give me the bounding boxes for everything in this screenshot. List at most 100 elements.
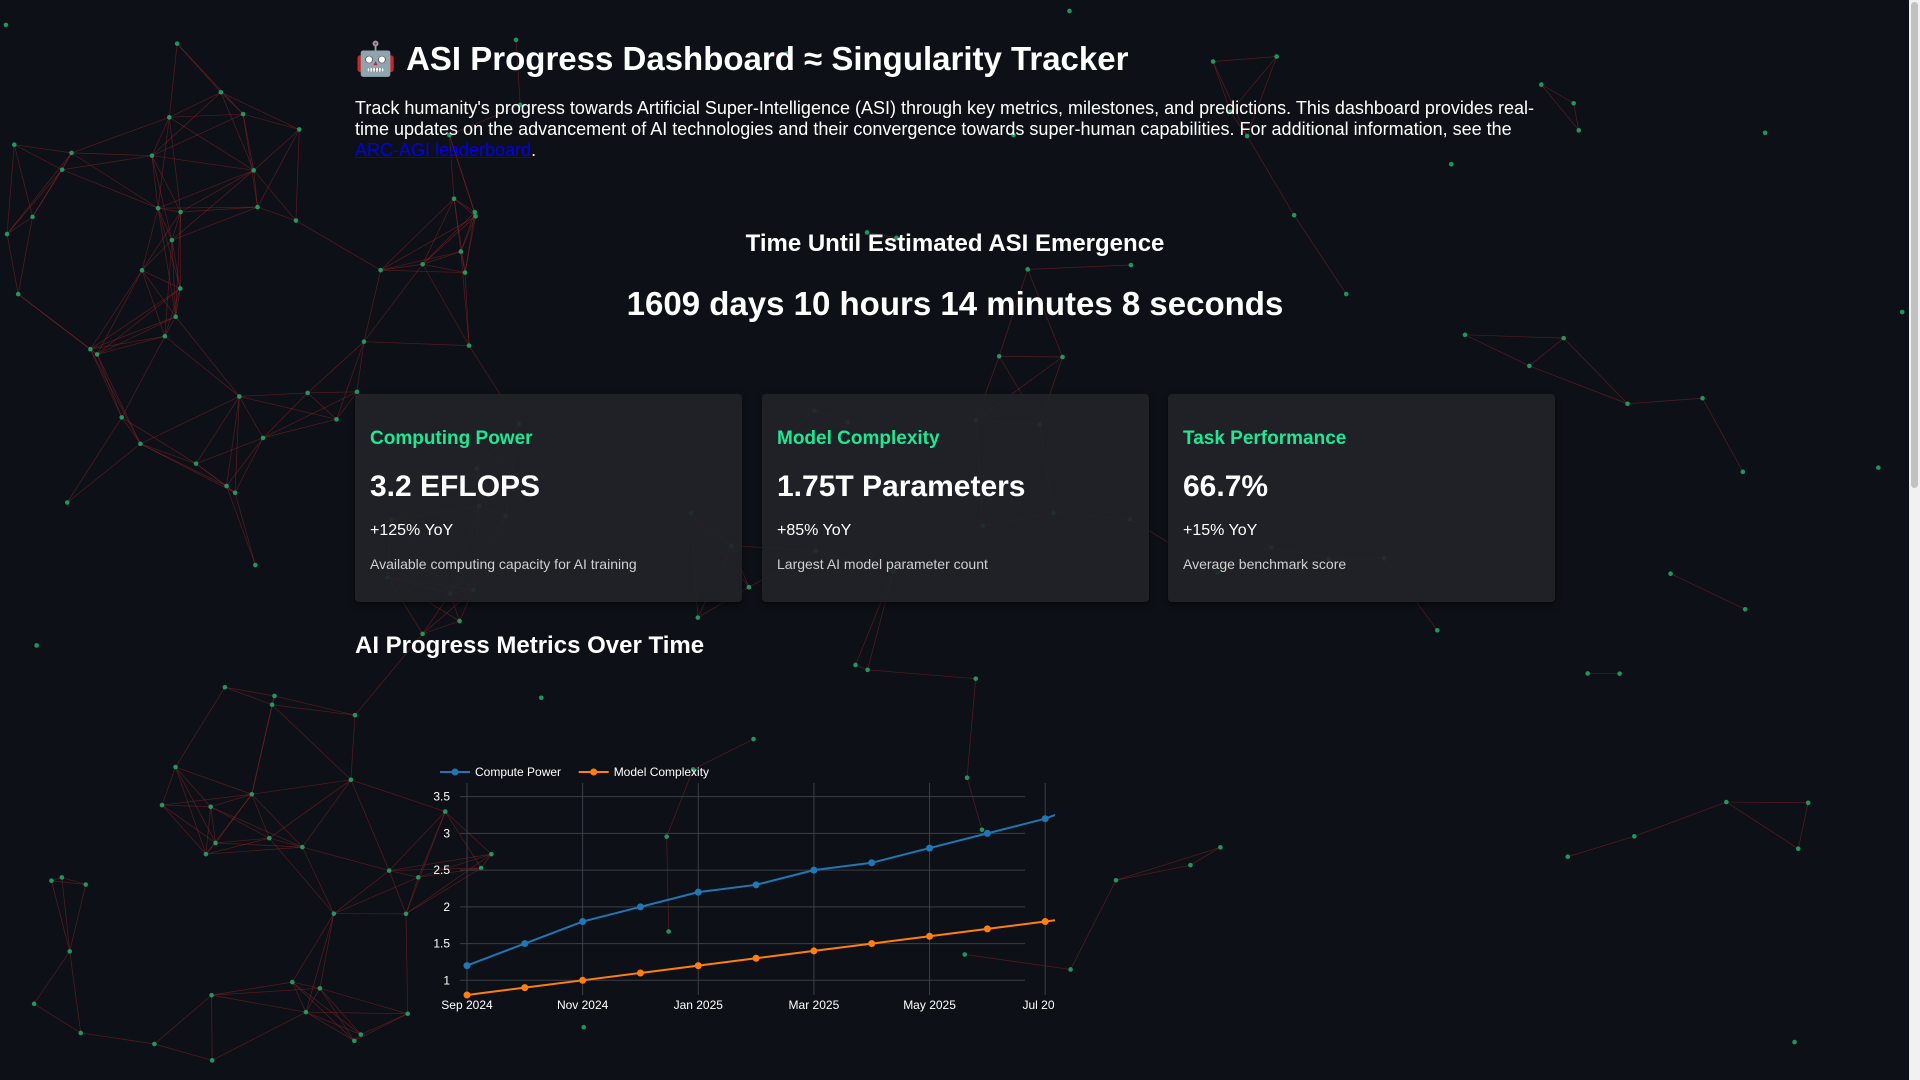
network-line [90,349,123,418]
network-line [141,270,166,337]
network-node [1795,846,1801,852]
network-line [239,396,337,420]
y-tick-label: 2.5 [433,863,450,877]
network-node [666,929,671,934]
network-line [164,240,173,337]
network-line [319,988,362,1035]
legend-label[interactable]: Compute Power [475,765,561,779]
network-line [449,135,476,217]
data-point[interactable] [868,940,876,948]
data-point[interactable] [1041,815,1049,823]
network-line [175,766,211,808]
data-point[interactable] [694,888,702,896]
data-point[interactable] [926,932,934,940]
network-line [6,169,63,235]
network-line [211,981,293,996]
scrollbar-thumb[interactable] [1911,2,1918,488]
data-point[interactable] [579,976,587,984]
network-line [157,169,254,209]
network-node [174,41,180,46]
network-line [205,837,270,855]
network-line [418,867,482,878]
network-node [289,979,295,985]
data-point[interactable] [521,940,529,948]
data-point[interactable] [810,947,818,955]
network-line [1797,802,1809,849]
network-node [296,127,302,132]
network-node [159,802,165,808]
network-line [61,152,72,170]
network-node [119,415,125,420]
network-node [420,261,425,267]
data-point[interactable] [983,829,991,837]
network-node [864,230,870,235]
network-node [193,461,199,466]
network-node [331,911,337,916]
data-point[interactable] [868,859,876,867]
network-line [176,43,244,115]
network-node [69,150,74,156]
network-node [1792,1039,1797,1045]
data-point[interactable] [752,881,760,889]
network-node [1724,799,1729,805]
network-node [162,333,168,339]
network-node [1128,262,1134,268]
network-node [1025,267,1030,272]
network-line [422,264,470,346]
network-line [422,198,455,265]
network-line [319,988,355,1042]
network-node [209,1058,215,1063]
network-node [260,435,266,441]
network-line [464,272,470,346]
data-point[interactable] [694,962,702,970]
network-node [973,676,979,681]
network-line [151,155,181,213]
network-line [157,117,170,209]
network-line [211,995,213,1061]
data-point[interactable] [1041,918,1049,926]
data-point[interactable] [636,969,644,977]
arc-agi-leaderboard-link[interactable]: ARC-AGI leaderboard [355,140,532,160]
data-point[interactable] [926,844,934,852]
card-title: Task Performance [1183,428,1347,449]
data-point[interactable] [636,903,644,911]
data-point[interactable] [752,954,760,962]
legend-label[interactable]: Model Complexity [614,765,709,779]
network-line [405,811,446,915]
network-line [336,391,358,420]
card-description: Available computing capacity for AI trai… [370,556,637,572]
data-point[interactable] [463,991,471,999]
scrollbar[interactable] [1909,0,1920,1080]
network-line [336,341,365,420]
network-line [302,846,335,914]
data-point[interactable] [579,918,587,926]
network-line [1634,801,1727,837]
network-node [962,952,968,957]
metric-card-computing-power: Computing Power 3.2 EFLOPS +125% YoY Ava… [355,394,742,602]
network-node [1617,671,1622,676]
network-line [453,198,475,213]
network-node [253,562,258,568]
network-line [212,1011,307,1061]
data-point[interactable] [810,866,818,874]
network-line [90,288,181,350]
network-line [33,1003,81,1034]
network-line [360,1013,408,1035]
x-tick-label: Jul 2025 [1022,998,1055,1012]
network-line [61,877,86,885]
network-line [380,215,476,271]
network-line [251,794,270,839]
network-node [403,911,409,917]
network-line [269,837,303,848]
network-node [1462,332,1468,338]
network-line [154,1043,213,1061]
network-line [305,1011,362,1035]
network-line [71,152,159,209]
data-point[interactable] [463,962,471,970]
network-line [210,806,303,848]
network-node [1539,82,1544,87]
network-node [462,270,468,275]
data-point[interactable] [521,984,529,992]
data-point[interactable] [983,925,991,933]
network-line [1567,835,1635,858]
